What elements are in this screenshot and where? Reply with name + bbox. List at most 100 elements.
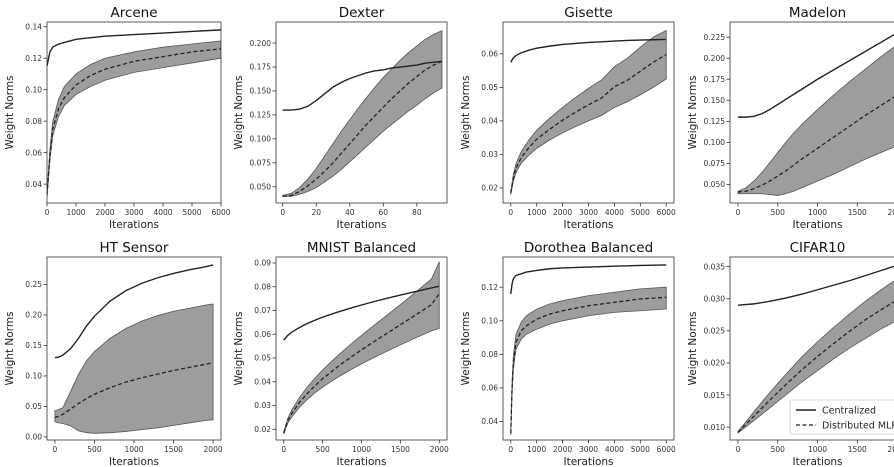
x-tick-label: 2000 [430, 445, 449, 454]
legend-label-distributed-mlp: Distributed MLP [822, 421, 894, 432]
y-axis-label: Weight Norms [233, 75, 245, 149]
x-tick-label: 0 [508, 445, 513, 454]
series-distributed-mlp [737, 301, 894, 433]
panel-title: MNIST Balanced [307, 240, 416, 256]
y-tick-label: 0.05 [254, 354, 271, 363]
series-distributed-mlp [54, 361, 214, 419]
x-tick-label: 4000 [605, 445, 624, 454]
series-centralized [510, 38, 667, 63]
plot-area [737, 33, 894, 196]
y-tick-label: 0.12 [25, 54, 42, 63]
legend: Centralized Distributed MLP [789, 399, 894, 435]
x-tick-label: 0 [736, 208, 741, 217]
x-tick-label: 3000 [579, 208, 598, 217]
x-tick-label: 1500 [164, 445, 183, 454]
y-tick-label: 0.020 [704, 359, 726, 368]
series-centralized [283, 285, 440, 341]
y-tick-label: 0.00 [25, 433, 42, 442]
y-tick-label: 0.10 [481, 316, 498, 325]
x-tick-label: 80 [412, 208, 422, 217]
y-tick-label: 0.02 [254, 425, 271, 434]
y-tick-label: 0.150 [250, 87, 272, 96]
x-tick-label: 0 [508, 208, 513, 217]
x-tick-label: 1000 [527, 208, 546, 217]
x-tick-label: 1000 [808, 445, 827, 454]
y-tick-label: 0.04 [25, 180, 42, 189]
x-tick-label: 6000 [657, 445, 676, 454]
y-axis-label: Weight Norms [687, 75, 699, 149]
panel-gisette: 0 1000 2000 3000 4000 5000 6000 0.02 0.03 0.04 0.0… [460, 5, 676, 231]
y-tick-label: 0.10 [25, 372, 42, 381]
panel-title: HT Sensor [100, 240, 169, 256]
x-tick-label: 2000 [204, 445, 223, 454]
x-tick-label: 5000 [631, 208, 650, 217]
y-tick-label: 0.035 [704, 262, 726, 271]
y-tick-label: 0.15 [25, 341, 42, 350]
y-tick-label: 0.12 [481, 283, 498, 292]
x-tick-label: 6000 [211, 208, 230, 217]
series-distributed-mlp [510, 296, 667, 434]
x-tick-label: 0 [281, 445, 286, 454]
y-tick-label: 0.04 [481, 117, 498, 126]
y-tick-label: 0.200 [250, 39, 272, 48]
y-axis-label: Weight Norms [4, 75, 16, 149]
panel-arcene: 0 1000 2000 3000 4000 5000 6000 0.04 0.06 0.08 0.1… [4, 5, 231, 231]
x-tick-label: 2000 [887, 208, 894, 217]
std-band [54, 303, 214, 434]
std-band [283, 261, 440, 435]
x-tick-label: 500 [771, 208, 786, 217]
panel-ht-sensor: 0 500 1000 1500 2000 0.00 0.05 0.10 0.15 0.20 0.25… [4, 240, 223, 467]
y-tick-label: 0.150 [704, 96, 726, 105]
x-tick-label: 2000 [95, 208, 114, 217]
x-axis-label: Iterations [336, 456, 386, 467]
x-tick-label: 6000 [657, 208, 676, 217]
y-tick-label: 0.10 [25, 85, 42, 94]
x-tick-label: 2000 [553, 445, 572, 454]
x-tick-label: 20 [311, 208, 321, 217]
y-tick-label: 0.07 [254, 306, 271, 315]
y-tick-label: 0.175 [704, 75, 726, 84]
series-centralized [510, 264, 667, 295]
y-tick-label: 0.08 [481, 350, 498, 359]
plot-area [737, 265, 894, 434]
y-tick-label: 0.05 [481, 83, 498, 92]
y-tick-label: 0.025 [704, 327, 726, 336]
x-tick-label: 4000 [153, 208, 172, 217]
series-centralized [282, 60, 443, 111]
plot-area [54, 264, 214, 434]
y-tick-label: 0.015 [704, 391, 726, 400]
x-tick-label: 1500 [848, 208, 867, 217]
y-axis-label: Weight Norms [460, 311, 472, 385]
y-tick-label: 0.05 [25, 402, 42, 411]
y-tick-label: 0.075 [250, 158, 272, 167]
y-tick-label: 0.050 [704, 180, 726, 189]
plot-area [47, 29, 221, 197]
panel-title: Madelon [789, 5, 846, 21]
x-tick-label: 500 [771, 445, 786, 454]
x-axis-label: Iterations [109, 219, 159, 231]
series-centralized [54, 264, 214, 359]
y-axis-label: Weight Norms [460, 75, 472, 149]
x-tick-label: 3000 [124, 208, 143, 217]
x-tick-label: 60 [379, 208, 389, 217]
std-band [47, 40, 221, 197]
series-distributed-mlp [283, 293, 440, 434]
x-tick-label: 0 [736, 445, 741, 454]
x-tick-label: 5000 [182, 208, 201, 217]
x-tick-label: 500 [87, 445, 102, 454]
std-band [510, 286, 667, 435]
y-tick-label: 0.175 [250, 63, 272, 72]
x-tick-label: 1000 [352, 445, 371, 454]
x-tick-label: 2000 [553, 208, 572, 217]
y-tick-label: 0.20 [25, 311, 42, 320]
x-axis-label: Iterations [792, 456, 842, 467]
y-tick-label: 0.25 [25, 280, 42, 289]
y-tick-label: 0.200 [704, 54, 726, 63]
panel-dorothea-balanced: 0 1000 2000 3000 4000 5000 6000 0.04 0.06 0.08 0.1… [460, 240, 676, 467]
y-tick-label: 0.06 [25, 148, 42, 157]
panel-mnist-balanced: 0 500 1000 1500 2000 0.02 0.03 0.04 0.05 0.06 0.07… [233, 240, 449, 467]
y-axis-label: Weight Norms [233, 311, 245, 385]
x-tick-label: 3000 [579, 445, 598, 454]
x-tick-label: 1000 [66, 208, 85, 217]
